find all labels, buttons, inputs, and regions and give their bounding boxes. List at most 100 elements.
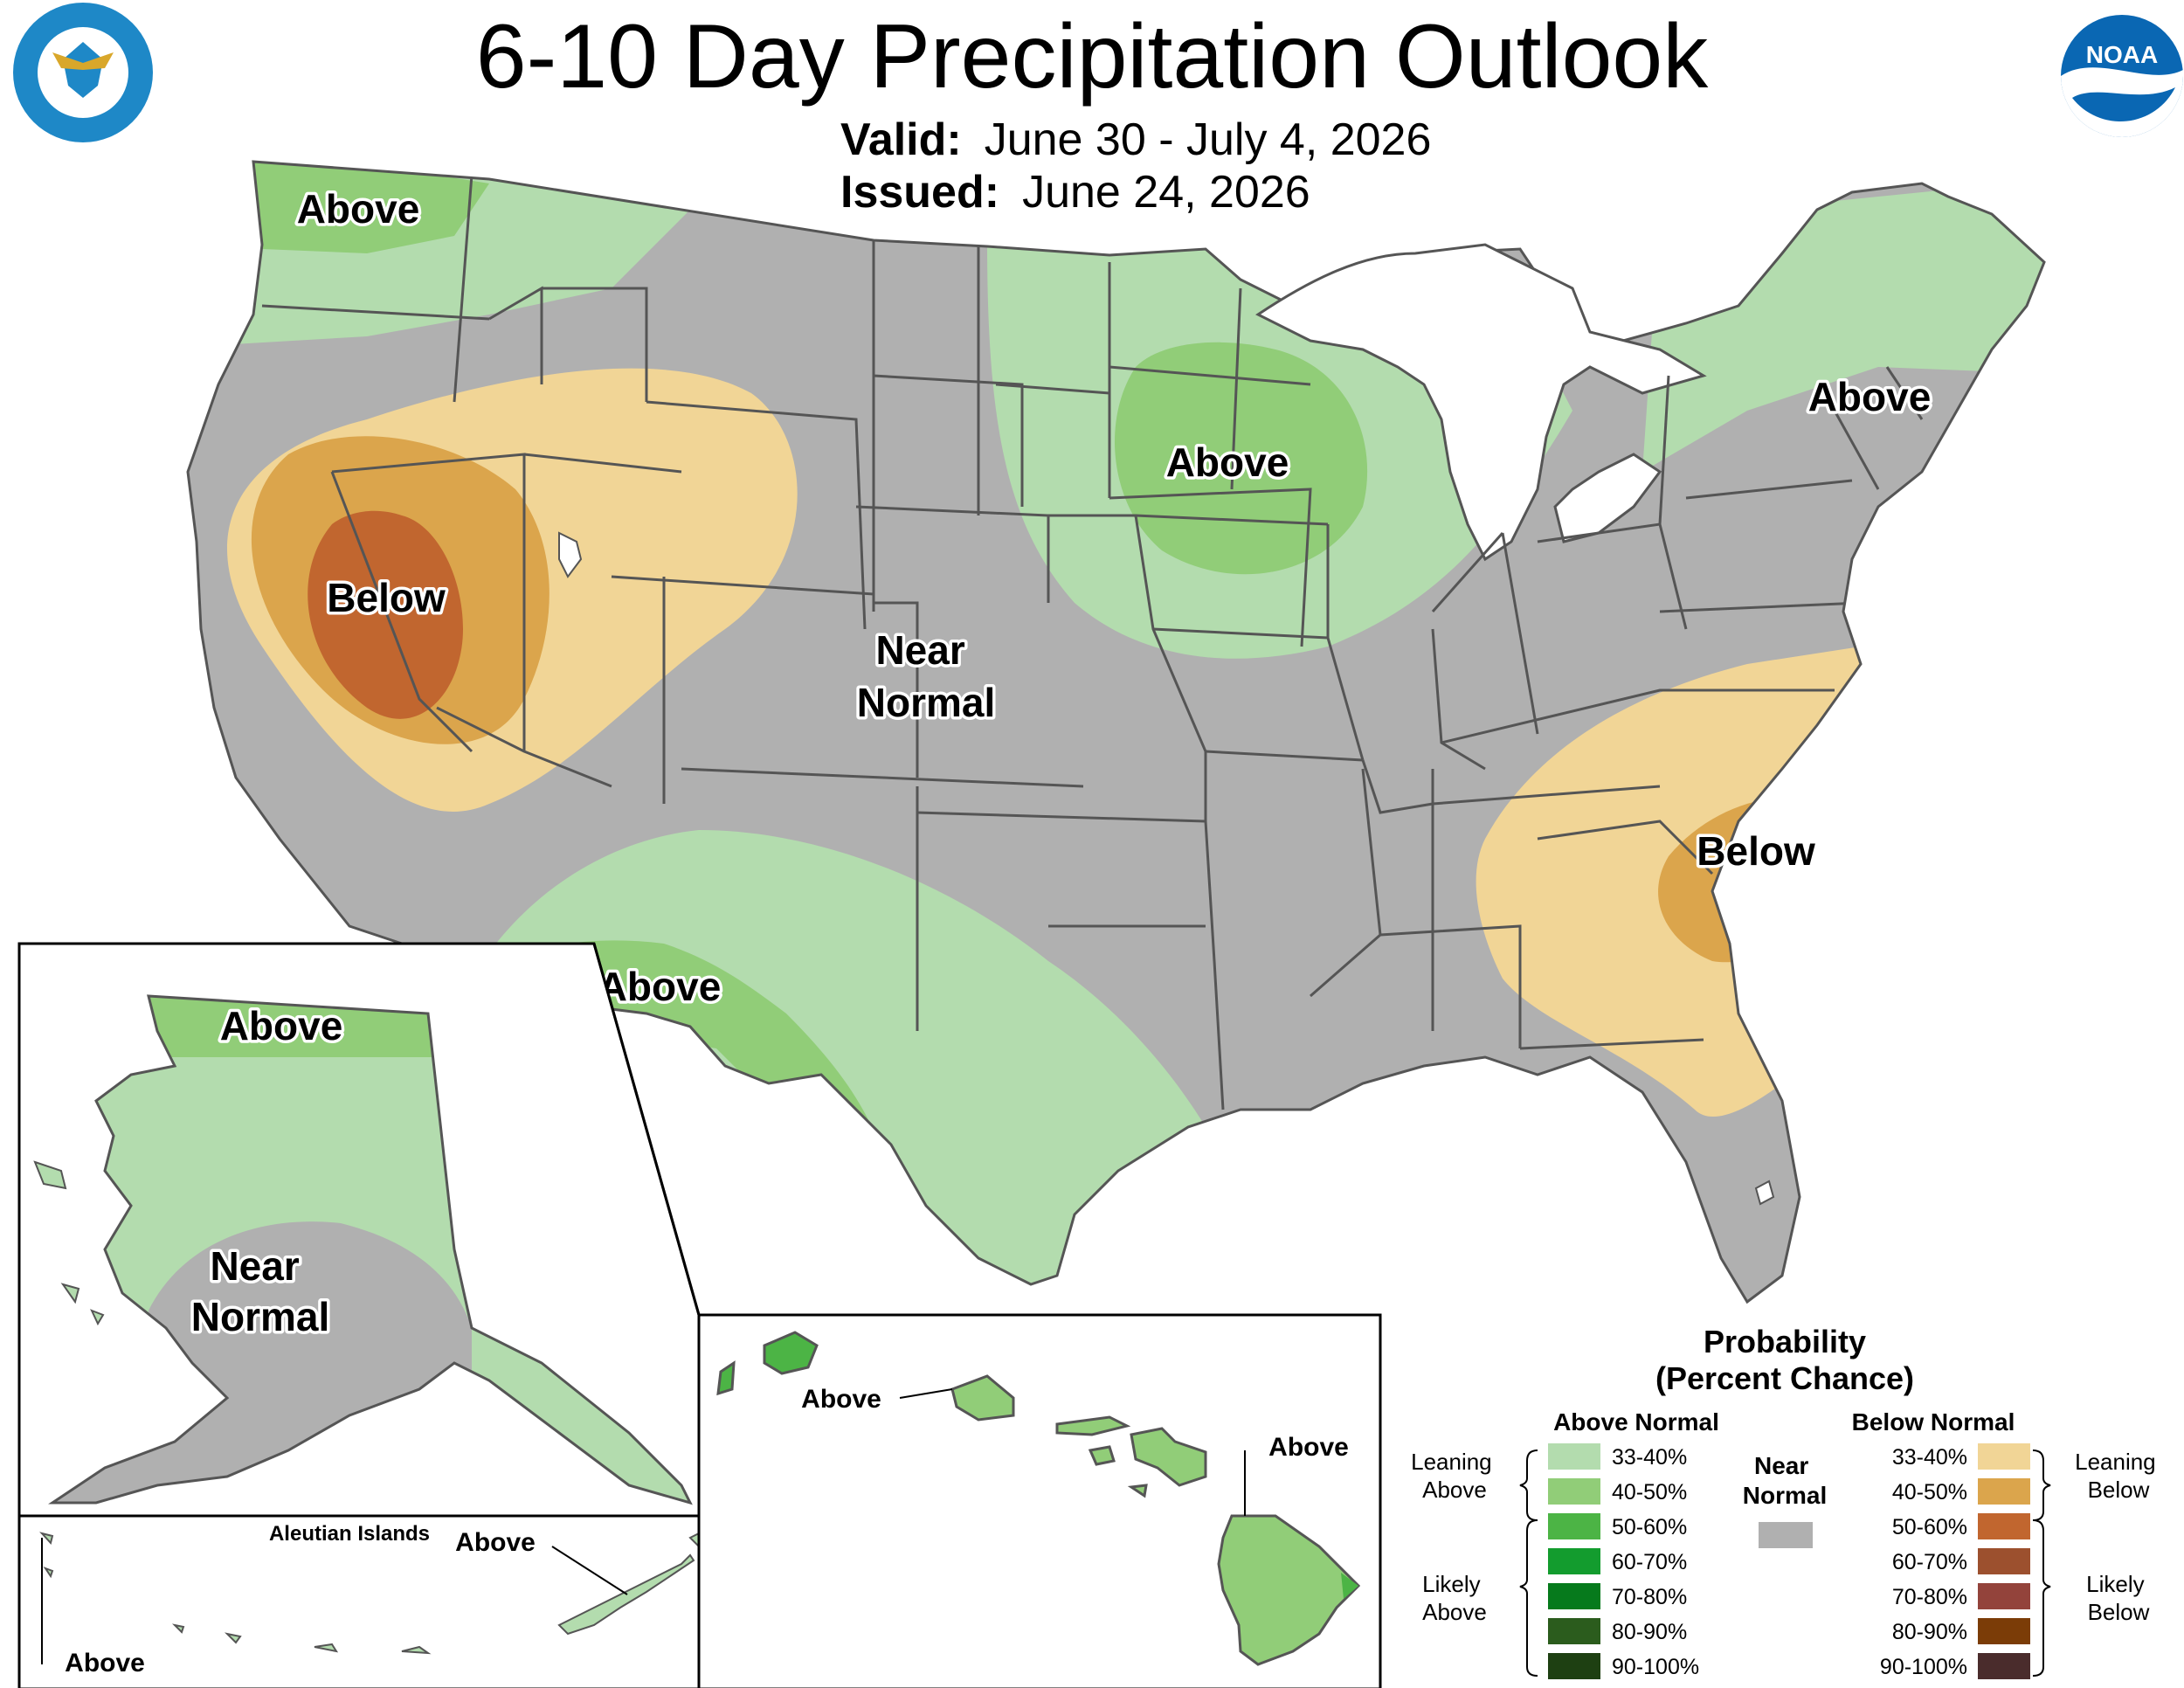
legend-above-range-5: 80-90% xyxy=(1612,1620,1687,1644)
hawaii-kauai xyxy=(763,1331,819,1375)
legend-below-range-1: 40-50% xyxy=(1892,1480,1967,1505)
legend-near-label: Near Normal xyxy=(1743,1452,1827,1509)
legend-above-range-3: 60-70% xyxy=(1612,1550,1687,1574)
aleutian-west-label: Above xyxy=(65,1649,145,1678)
alaska-inset: Above Near Normal xyxy=(17,942,701,1518)
legend-below-range-6: 90-100% xyxy=(1880,1655,1967,1679)
legend-below-swatch-6 xyxy=(1978,1653,2030,1679)
legend-below-range-4: 70-80% xyxy=(1892,1585,1967,1609)
aleutian-inset: Aleutian Islands Above Above xyxy=(17,1514,701,1688)
southeast-label: Below xyxy=(1697,828,1815,874)
legend-leaning-above-line2: Above xyxy=(1422,1477,1487,1503)
issued-line: Issued: June 24, 2026 xyxy=(840,166,1310,218)
legend-below-range-5: 80-90% xyxy=(1892,1620,1967,1644)
state-boundaries xyxy=(261,174,1924,1110)
aleutian-east-label: Above xyxy=(455,1528,536,1557)
alaska-southwest-label-line2: Normal xyxy=(191,1294,329,1339)
hawaii-oahu-label: Above xyxy=(801,1385,881,1414)
legend-above-swatch-4 xyxy=(1548,1583,1600,1609)
noaa-logo: NOAA xyxy=(2061,15,2183,137)
aleutian-title: Aleutian Islands xyxy=(269,1522,430,1546)
alaska-southwest-label-line1: Near xyxy=(210,1243,299,1289)
plains-label: Near Normal xyxy=(857,627,995,725)
noaa-logo-bottom xyxy=(2072,87,2175,122)
aleutian-inset-frame xyxy=(17,1514,701,1688)
map-title: 6-10 Day Precipitation Outlook xyxy=(475,6,1709,107)
legend-likely-above-label: Likely Above xyxy=(1422,1571,1487,1625)
northeast-label: Above xyxy=(1808,374,1932,419)
legend-above-swatch-2 xyxy=(1548,1513,1600,1539)
legend-likely-below-bracket xyxy=(2032,1519,2051,1677)
legend-below-header: Below Normal xyxy=(1852,1408,2015,1435)
legend-leaning-above-label: Leaning Above xyxy=(1411,1449,1498,1503)
legend-likely-above-line2: Above xyxy=(1422,1599,1487,1625)
hawaii-lanai xyxy=(1088,1445,1116,1466)
legend-leaning-below-line1: Leaning xyxy=(2075,1449,2156,1475)
legend: Probability (Percent Chance) Above Norma… xyxy=(1411,1324,2156,1679)
lake-okeechobee xyxy=(1754,1180,1775,1206)
legend-title-line2: (Percent Chance) xyxy=(1655,1360,1914,1396)
great-lakes xyxy=(1255,243,1707,562)
legend-above-swatch-0 xyxy=(1548,1443,1600,1470)
great-salt-lake xyxy=(558,531,583,578)
valid-line: Valid: June 30 - July 4, 2026 xyxy=(840,114,1431,166)
legend-near-normal-swatch xyxy=(1759,1522,1813,1548)
hawaii-big-island xyxy=(1217,1514,1361,1666)
southwest-label: Above xyxy=(598,964,722,1009)
hawaii-oahu xyxy=(950,1374,1015,1422)
legend-below-swatch-1 xyxy=(1978,1478,2030,1505)
legend-title-line1: Probability xyxy=(1704,1324,1866,1359)
legend-likely-below-label: Likely Below xyxy=(2086,1571,2151,1625)
legend-leaning-above-line1: Leaning xyxy=(1411,1449,1492,1475)
department-of-commerce-seal xyxy=(13,3,153,142)
hawaii-oahu-leader xyxy=(899,1388,953,1399)
legend-leaning-below-line2: Below xyxy=(2088,1477,2150,1503)
seal-eagle-icon xyxy=(52,52,114,70)
legend-above-range-2: 50-60% xyxy=(1612,1515,1687,1539)
alaska-outline xyxy=(48,994,693,1505)
hawaii-big-island-label: Above xyxy=(1268,1433,1349,1462)
legend-below-swatches: 33-40% 40-50% 50-60% 60-70% 70-80% 80-90% 90-1… xyxy=(1880,1443,2030,1679)
hawaii-kahoolawe xyxy=(1127,1484,1148,1498)
legend-below-range-3: 60-70% xyxy=(1892,1550,1967,1574)
alaska-southwest-label: Near Normal xyxy=(191,1243,329,1339)
hawaii-inset-frame xyxy=(697,1313,1382,1688)
legend-above-range-0: 33-40% xyxy=(1612,1445,1687,1470)
legend-near-label-line1: Near xyxy=(1754,1452,1808,1479)
pacific-nw-label: Above xyxy=(297,186,420,232)
great-basin-label: Below xyxy=(327,575,446,620)
legend-above-range-6: 90-100% xyxy=(1612,1655,1699,1679)
legend-below-swatch-5 xyxy=(1978,1618,2030,1644)
upper-midwest-label: Above xyxy=(1166,439,1289,485)
legend-above-swatches: 33-40% 40-50% 50-60% 60-70% 70-80% 80-90% 90-1… xyxy=(1548,1443,1699,1679)
noaa-logo-text: NOAA xyxy=(2086,41,2158,68)
great-basin-below-50-60 xyxy=(308,510,463,719)
alaska-islands xyxy=(33,1160,105,1326)
issued-label: Issued: xyxy=(840,167,1000,218)
aleutian-islands xyxy=(39,1532,700,1655)
legend-likely-above-bracket xyxy=(1519,1519,1538,1677)
legend-below-swatch-2 xyxy=(1978,1513,2030,1539)
valid-value: June 30 - July 4, 2026 xyxy=(984,114,1432,165)
legend-above-swatch-6 xyxy=(1548,1653,1600,1679)
issued-value: June 24, 2026 xyxy=(1022,167,1310,218)
hawaii-maui xyxy=(1130,1427,1207,1487)
valid-label: Valid: xyxy=(840,114,962,165)
legend-leaning-below-bracket xyxy=(2032,1449,2051,1521)
alaska-inset-leader xyxy=(592,943,701,1316)
hawaii-molokai xyxy=(1055,1415,1131,1436)
legend-above-range-1: 40-50% xyxy=(1612,1480,1687,1505)
legend-below-swatch-0 xyxy=(1978,1443,2030,1470)
legend-above-swatch-1 xyxy=(1548,1478,1600,1505)
legend-likely-below-line1: Likely xyxy=(2086,1571,2144,1597)
legend-above-header: Above Normal xyxy=(1553,1408,1719,1435)
plains-label-line1: Near xyxy=(875,627,964,673)
legend-likely-above-line1: Likely xyxy=(1422,1571,1480,1597)
aleutian-east-leader xyxy=(551,1546,628,1595)
plains-label-line2: Normal xyxy=(857,680,995,725)
legend-near-label-line2: Normal xyxy=(1743,1482,1827,1509)
legend-likely-below-line2: Below xyxy=(2088,1599,2150,1625)
hawaii-big-island-east-tip xyxy=(1341,1573,1358,1599)
legend-below-range-0: 33-40% xyxy=(1892,1445,1967,1470)
